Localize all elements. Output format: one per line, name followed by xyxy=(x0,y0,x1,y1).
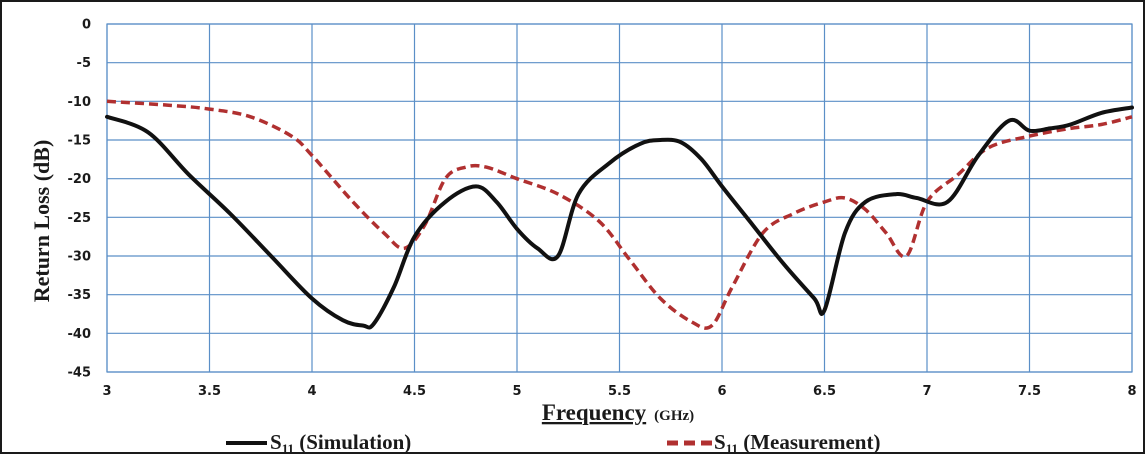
x-axis-label-main: Frequency xyxy=(542,400,647,425)
x-tick-label: 7.5 xyxy=(1018,384,1041,399)
x-tick-label: 8 xyxy=(1127,384,1136,399)
y-tick-label: -25 xyxy=(68,211,92,226)
x-tick-label: 7 xyxy=(922,384,931,399)
x-tick-label: 5.5 xyxy=(608,384,631,399)
y-tick-label: -20 xyxy=(68,172,92,187)
x-tick-label: 6 xyxy=(717,384,726,399)
plot-border xyxy=(106,23,1133,373)
x-axis-label-unit: (GHz) xyxy=(654,408,694,424)
y-tick-label: -40 xyxy=(68,327,92,342)
y-tick-labels: 0 -5 -10 -15 -20 -25 -30 -35 -40 -45 xyxy=(68,18,92,381)
x-tick-label: 5 xyxy=(512,384,521,399)
y-tick-label: -5 xyxy=(77,56,91,71)
grid-lines xyxy=(106,23,1133,373)
y-tick-label: -30 xyxy=(68,250,92,265)
x-tick-label: 3 xyxy=(102,384,111,399)
series-line-measurement xyxy=(106,99,1133,330)
x-axis-label: Frequency (GHz) xyxy=(542,400,694,425)
y-tick-label: -35 xyxy=(68,288,92,303)
legend: S11 (Simulation) S11 (Measurement) xyxy=(226,430,880,456)
x-tick-labels: 3 3.5 4 4.5 5 5.5 6 6.5 7 7.5 8 xyxy=(102,384,1136,399)
legend-label-measurement: S11 (Measurement) xyxy=(714,430,880,456)
x-tick-label: 6.5 xyxy=(813,384,836,399)
series-line-simulation xyxy=(105,105,1134,330)
series-layer xyxy=(105,99,1134,330)
x-tick-label: 4 xyxy=(307,384,316,399)
y-tick-label: 0 xyxy=(82,18,91,33)
y-tick-label: -15 xyxy=(68,134,92,149)
x-tick-label: 3.5 xyxy=(198,384,221,399)
y-tick-label: -45 xyxy=(68,366,92,381)
y-tick-label: -10 xyxy=(68,95,92,110)
x-tick-label: 4.5 xyxy=(403,384,426,399)
legend-label-simulation: S11 (Simulation) xyxy=(270,430,411,456)
y-axis-label: Return Loss (dB) xyxy=(29,140,54,303)
